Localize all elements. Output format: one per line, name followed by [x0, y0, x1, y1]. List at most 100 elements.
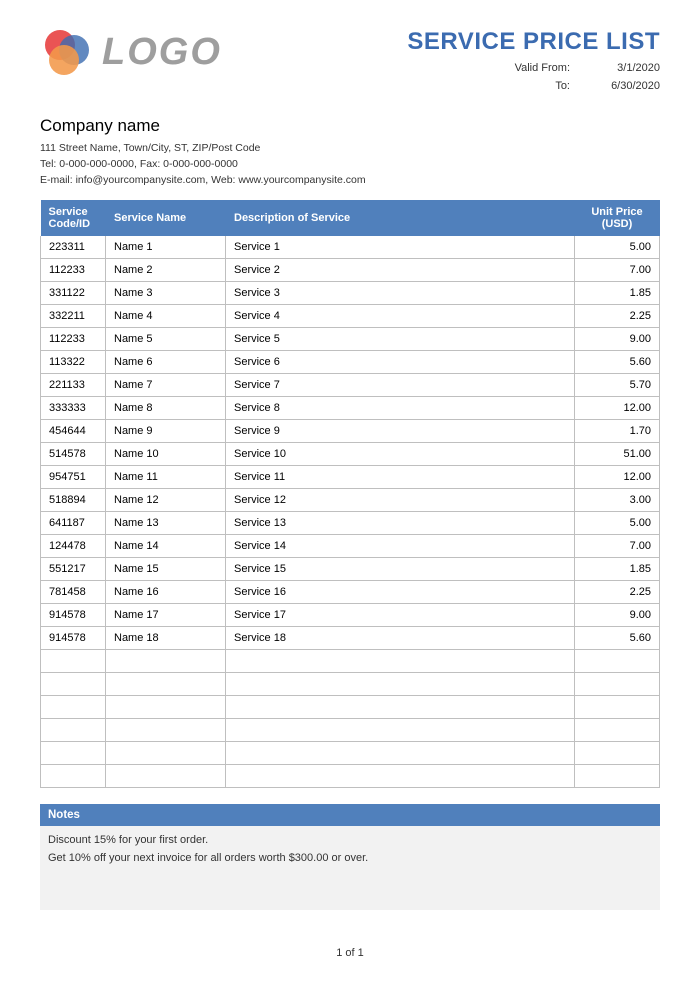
doc-title: SERVICE PRICE LIST: [407, 28, 660, 56]
table-row: 781458Name 16Service 162.25: [41, 581, 660, 604]
table-row: 223311Name 1Service 15.00: [41, 236, 660, 259]
cell-desc: Service 4: [226, 305, 575, 328]
price-table: Service Code/ID Service Name Description…: [40, 200, 660, 788]
note-line: Get 10% off your next invoice for all or…: [48, 852, 652, 864]
cell-code: 124478: [41, 535, 106, 558]
cell-code: 333333: [41, 397, 106, 420]
cell-price: 12.00: [575, 397, 660, 420]
cell-empty: [226, 673, 575, 696]
cell-empty: [106, 673, 226, 696]
cell-desc: Service 18: [226, 627, 575, 650]
cell-code: 454644: [41, 420, 106, 443]
col-header-code: Service Code/ID: [41, 200, 106, 236]
cell-price: 5.60: [575, 351, 660, 374]
company-contact: E-mail: info@yourcompanysite.com, Web: w…: [40, 174, 660, 186]
cell-price: 1.85: [575, 558, 660, 581]
cell-price: 2.25: [575, 581, 660, 604]
cell-empty: [41, 742, 106, 765]
cell-price: 5.00: [575, 236, 660, 259]
notes-header: Notes: [40, 804, 660, 826]
table-row: 332211Name 4Service 42.25: [41, 305, 660, 328]
cell-desc: Service 5: [226, 328, 575, 351]
company-address: 111 Street Name, Town/City, ST, ZIP/Post…: [40, 142, 660, 154]
cell-price: 9.00: [575, 328, 660, 351]
cell-desc: Service 16: [226, 581, 575, 604]
cell-empty: [41, 696, 106, 719]
cell-name: Name 18: [106, 627, 226, 650]
cell-price: 7.00: [575, 535, 660, 558]
col-header-desc: Description of Service: [226, 200, 575, 236]
cell-desc: Service 14: [226, 535, 575, 558]
table-row: 514578Name 10Service 1051.00: [41, 443, 660, 466]
col-header-price: Unit Price (USD): [575, 200, 660, 236]
cell-name: Name 1: [106, 236, 226, 259]
cell-code: 331122: [41, 282, 106, 305]
cell-price: 51.00: [575, 443, 660, 466]
cell-desc: Service 10: [226, 443, 575, 466]
company-phone: Tel: 0-000-000-0000, Fax: 0-000-000-0000: [40, 158, 660, 170]
col-header-name: Service Name: [106, 200, 226, 236]
cell-desc: Service 11: [226, 466, 575, 489]
cell-code: 914578: [41, 627, 106, 650]
cell-empty: [106, 742, 226, 765]
cell-price: 9.00: [575, 604, 660, 627]
logo-text: LOGO: [102, 31, 222, 74]
valid-from-row: Valid From: 3/1/2020: [407, 62, 660, 74]
cell-empty: [575, 696, 660, 719]
cell-name: Name 11: [106, 466, 226, 489]
cell-empty: [575, 650, 660, 673]
cell-code: 641187: [41, 512, 106, 535]
cell-desc: Service 13: [226, 512, 575, 535]
cell-empty: [41, 719, 106, 742]
cell-name: Name 2: [106, 259, 226, 282]
cell-desc: Service 7: [226, 374, 575, 397]
cell-desc: Service 6: [226, 351, 575, 374]
table-row-empty: [41, 742, 660, 765]
table-row-empty: [41, 673, 660, 696]
cell-empty: [41, 650, 106, 673]
cell-price: 1.85: [575, 282, 660, 305]
cell-code: 954751: [41, 466, 106, 489]
cell-empty: [106, 650, 226, 673]
company-block: Company name 111 Street Name, Town/City,…: [40, 116, 660, 186]
cell-price: 3.00: [575, 489, 660, 512]
table-row: 454644Name 9Service 91.70: [41, 420, 660, 443]
cell-code: 781458: [41, 581, 106, 604]
cell-price: 5.70: [575, 374, 660, 397]
cell-code: 112233: [41, 328, 106, 351]
title-block: SERVICE PRICE LIST Valid From: 3/1/2020 …: [407, 28, 660, 92]
table-row: 113322Name 6Service 65.60: [41, 351, 660, 374]
cell-desc: Service 15: [226, 558, 575, 581]
cell-code: 332211: [41, 305, 106, 328]
note-line: Discount 15% for your first order.: [48, 834, 652, 846]
table-row: 221133Name 7Service 75.70: [41, 374, 660, 397]
cell-name: Name 16: [106, 581, 226, 604]
logo-icon: [40, 28, 96, 76]
cell-code: 113322: [41, 351, 106, 374]
cell-price: 5.00: [575, 512, 660, 535]
notes-body: Discount 15% for your first order. Get 10…: [40, 826, 660, 910]
table-row: 112233Name 2Service 27.00: [41, 259, 660, 282]
logo-block: LOGO: [40, 28, 222, 76]
table-row-empty: [41, 719, 660, 742]
cell-name: Name 9: [106, 420, 226, 443]
cell-empty: [226, 650, 575, 673]
table-row: 551217Name 15Service 151.85: [41, 558, 660, 581]
table-header-row: Service Code/ID Service Name Description…: [41, 200, 660, 236]
cell-desc: Service 2: [226, 259, 575, 282]
cell-code: 223311: [41, 236, 106, 259]
cell-code: 551217: [41, 558, 106, 581]
cell-desc: Service 1: [226, 236, 575, 259]
table-row-empty: [41, 650, 660, 673]
cell-price: 5.60: [575, 627, 660, 650]
cell-empty: [106, 696, 226, 719]
cell-empty: [226, 696, 575, 719]
cell-price: 2.25: [575, 305, 660, 328]
cell-empty: [575, 742, 660, 765]
cell-name: Name 3: [106, 282, 226, 305]
table-row: 954751Name 11Service 1112.00: [41, 466, 660, 489]
cell-empty: [575, 673, 660, 696]
cell-name: Name 6: [106, 351, 226, 374]
table-row: 914578Name 18Service 185.60: [41, 627, 660, 650]
cell-name: Name 4: [106, 305, 226, 328]
